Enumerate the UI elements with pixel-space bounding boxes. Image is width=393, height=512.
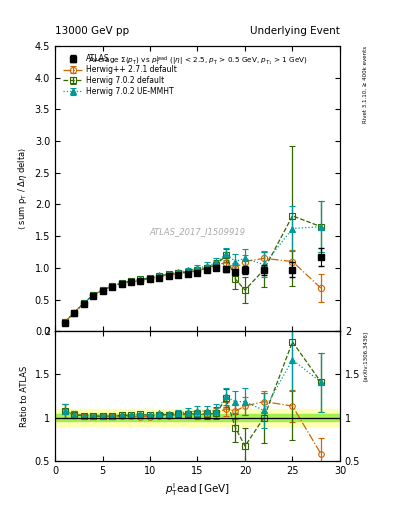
Text: Underlying Event: Underlying Event [250,26,340,36]
Y-axis label: Ratio to ATLAS: Ratio to ATLAS [20,366,29,426]
Text: 13000 GeV pp: 13000 GeV pp [55,26,129,36]
X-axis label: $p_\mathrm{T}^\mathrm{l}$ead [GeV]: $p_\mathrm{T}^\mathrm{l}$ead [GeV] [165,481,230,498]
Y-axis label: $\langle$ sum p$_\mathrm{T}$ / $\Delta\eta$ delta$\rangle$: $\langle$ sum p$_\mathrm{T}$ / $\Delta\e… [16,147,29,230]
Text: [arXiv:1306.3436]: [arXiv:1306.3436] [363,331,368,381]
Text: Rivet 3.1.10, ≥ 400k events: Rivet 3.1.10, ≥ 400k events [363,46,368,123]
Legend: ATLAS, Herwig++ 2.7.1 default, Herwig 7.0.2 default, Herwig 7.0.2 UE-MMHT: ATLAS, Herwig++ 2.7.1 default, Herwig 7.… [62,53,178,97]
Text: Average $\Sigma(p_\mathrm{T})$ vs $p_\mathrm{T}^\mathrm{lead}$ ($|\eta|$ < 2.5, : Average $\Sigma(p_\mathrm{T})$ vs $p_\ma… [88,55,307,68]
Text: ATLAS_2017_I1509919: ATLAS_2017_I1509919 [149,227,246,236]
